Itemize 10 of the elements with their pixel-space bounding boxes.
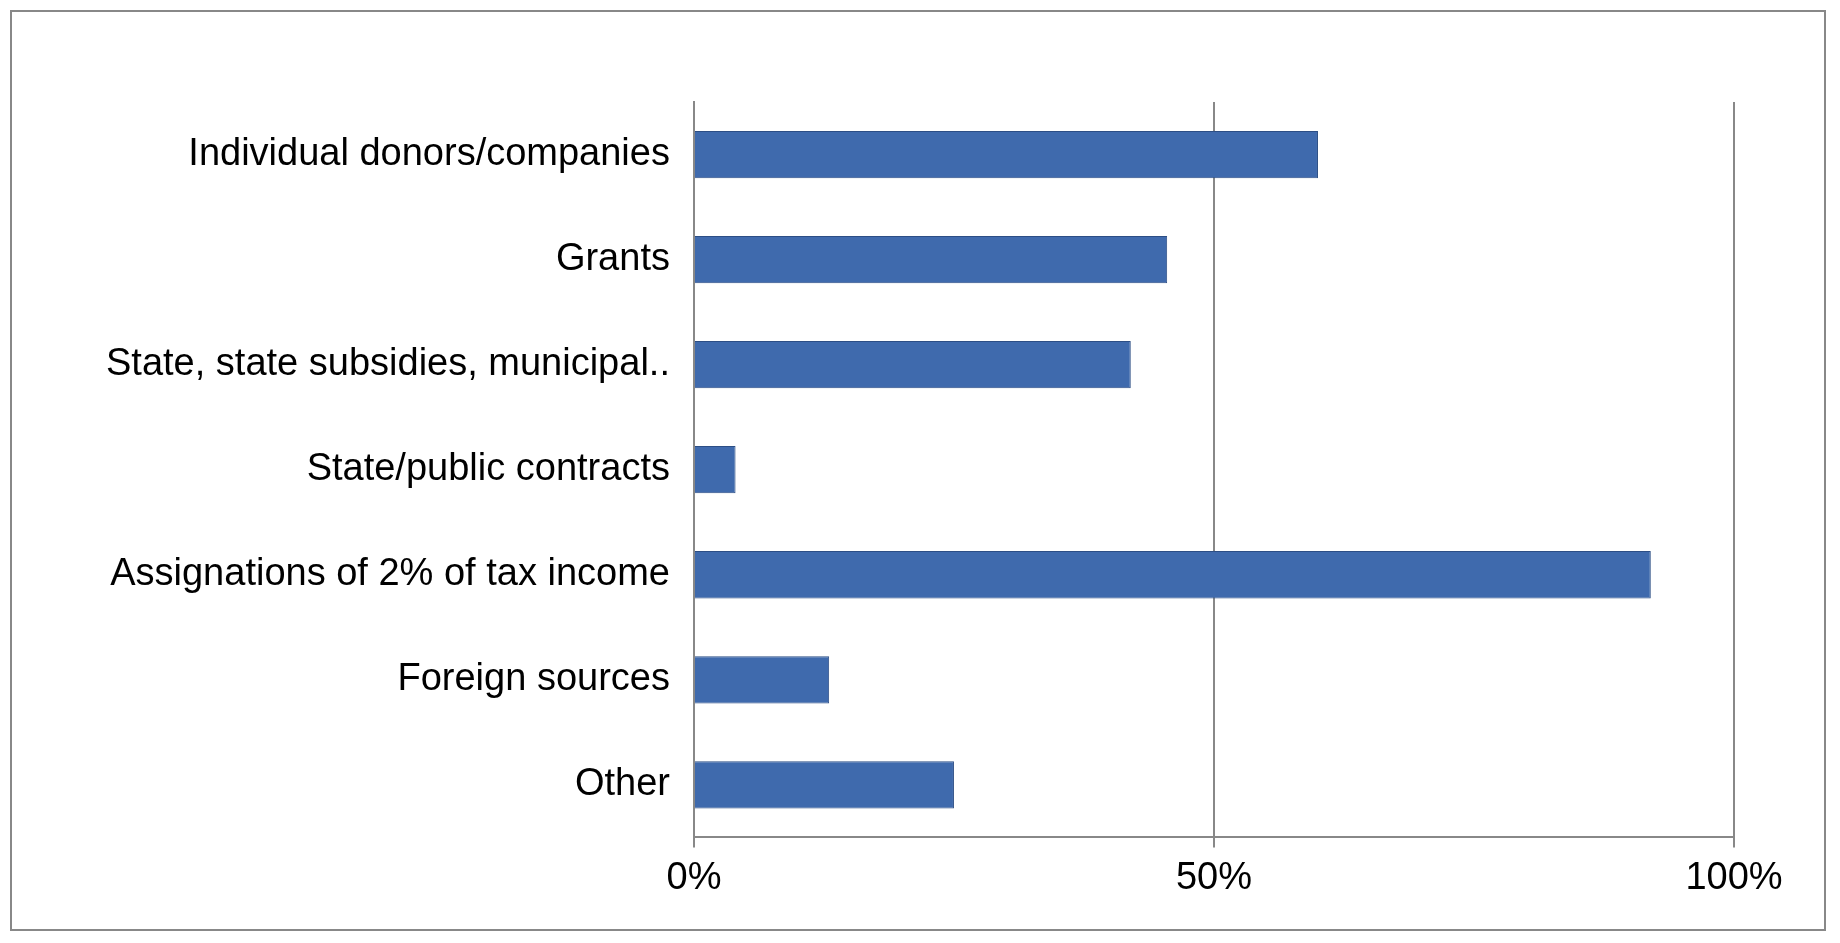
y-tick-label: Other (574, 761, 671, 804)
y-tick-label: Grants (555, 236, 670, 279)
x-tick-label: 50% (1175, 854, 1253, 897)
x-tick-label: 100% (1685, 854, 1783, 897)
y-tick-label: Assignations of 2% of tax income (110, 551, 670, 594)
y-tick-label: Individual donors/companies (188, 131, 670, 174)
x-tick-label: 0% (666, 854, 722, 897)
y-tick-label: Foreign sources (397, 656, 670, 699)
y-tick-label: State, state subsidies, municipal.. (106, 341, 670, 384)
y-tick-label: State/public contracts (306, 446, 670, 489)
